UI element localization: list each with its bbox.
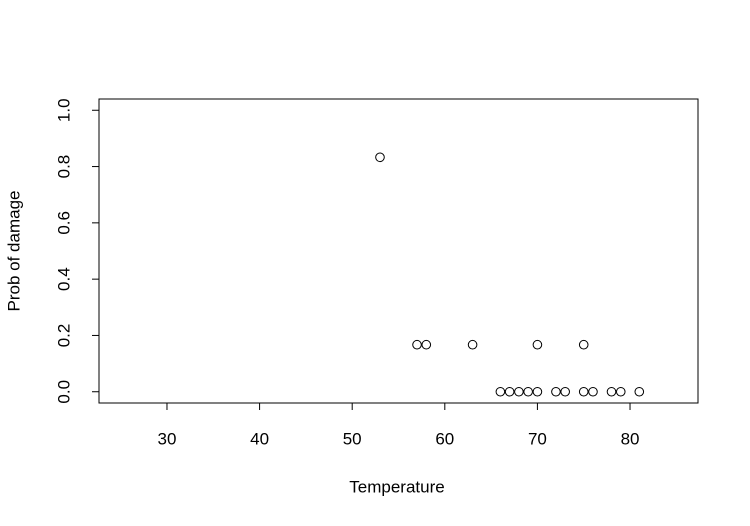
y-tick-label: 0.2 (54, 324, 73, 348)
point (467, 339, 478, 350)
point (495, 386, 506, 397)
x-axis-title: Temperature (349, 477, 444, 496)
x-tick-label: 30 (158, 429, 177, 448)
point (615, 386, 626, 397)
plot-box (98, 98, 699, 404)
y-axis-title: Prob of damage (4, 191, 23, 312)
x-tick-label: 50 (343, 429, 362, 448)
point (375, 152, 385, 163)
x-tick-label: 40 (250, 429, 269, 448)
y-tick-label: 0.4 (54, 267, 73, 291)
point (514, 386, 524, 397)
point (412, 339, 422, 350)
point (560, 386, 570, 397)
point (634, 386, 645, 397)
point (421, 339, 432, 350)
x-tick-label: 60 (435, 429, 454, 448)
point (606, 386, 617, 397)
y-tick-label: 0.0 (54, 380, 73, 404)
point (532, 339, 543, 350)
point (551, 386, 561, 397)
point (523, 386, 533, 397)
point (578, 339, 589, 350)
point (578, 386, 589, 397)
point (588, 386, 598, 397)
x-tick-label: 80 (621, 429, 640, 448)
y-tick-label: 1.0 (54, 98, 73, 122)
y-tick-label: 0.8 (54, 155, 73, 179)
y-tick-label: 0.6 (54, 211, 73, 235)
point (504, 386, 515, 397)
x-tick-label: 70 (528, 429, 547, 448)
point (532, 386, 543, 397)
